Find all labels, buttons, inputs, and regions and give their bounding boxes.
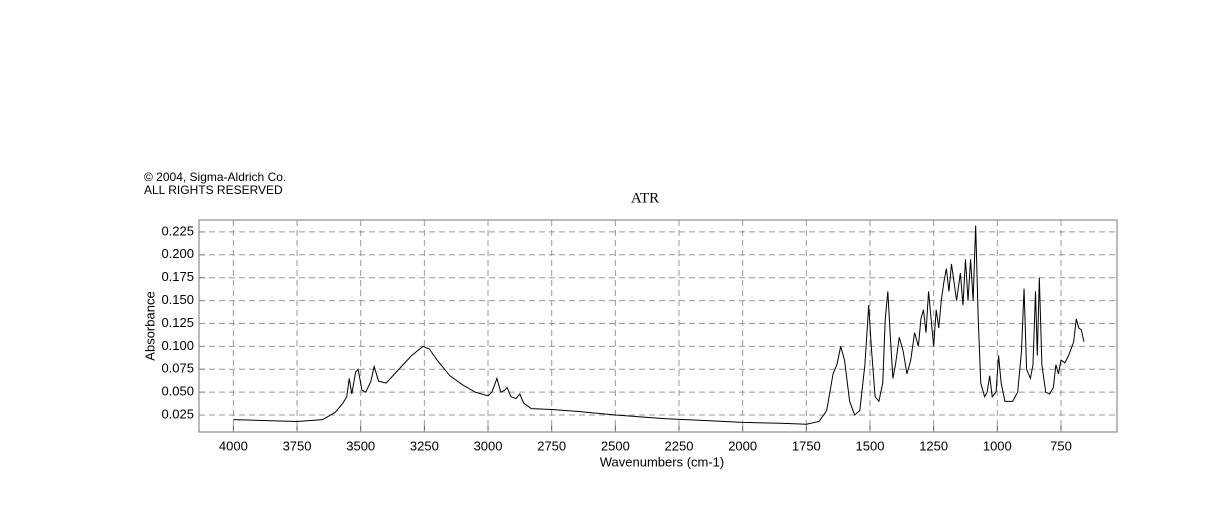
x-tick-label: 2750 <box>537 438 566 453</box>
x-axis-label: Wavenumbers (cm-1) <box>600 454 724 469</box>
y-tick-label: 0.200 <box>161 246 194 261</box>
y-axis-label: Absorbance <box>142 291 157 360</box>
rights: ALL RIGHTS RESERVED <box>144 183 283 197</box>
y-tick-label: 0.050 <box>161 384 194 399</box>
y-tick-label: 0.125 <box>161 315 194 330</box>
copyright: © 2004, Sigma-Aldrich Co. <box>144 170 286 184</box>
y-tick-label: 0.150 <box>161 292 194 307</box>
y-tick-label: 0.175 <box>161 269 194 284</box>
y-tick-label: 0.225 <box>161 223 194 238</box>
x-tick-label: 1000 <box>983 438 1012 453</box>
x-tick-label: 1500 <box>856 438 885 453</box>
x-tick-label: 750 <box>1050 438 1072 453</box>
x-tick-label: 2500 <box>601 438 630 453</box>
x-tick-label: 2250 <box>665 438 694 453</box>
plot-frame <box>198 219 1118 433</box>
y-tick-label: 0.100 <box>161 338 194 353</box>
x-tick-label: 1250 <box>919 438 948 453</box>
x-tick-label: 3500 <box>346 438 375 453</box>
x-tick-label: 3250 <box>410 438 439 453</box>
x-tick-label: 3750 <box>283 438 312 453</box>
chart-title: ATR <box>631 190 659 206</box>
x-tick-label: 1750 <box>792 438 821 453</box>
x-tick-label: 3000 <box>474 438 503 453</box>
x-tick-label: 2000 <box>728 438 757 453</box>
y-tick-label: 0.025 <box>161 406 194 421</box>
spectrum-line <box>233 225 1085 425</box>
x-tick-label: 4000 <box>219 438 248 453</box>
y-tick-label: 0.075 <box>161 361 194 376</box>
